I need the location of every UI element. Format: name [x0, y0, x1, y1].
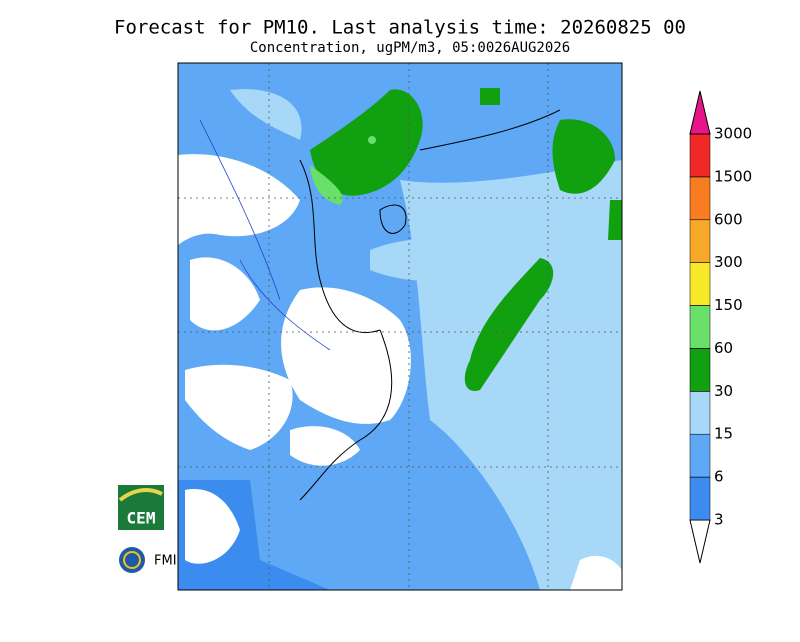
- colorbar-label: 6: [714, 468, 724, 486]
- cem-logo: CEM: [118, 485, 164, 530]
- green-area: [310, 89, 423, 196]
- light-green-area: [310, 165, 343, 205]
- green-area: [464, 258, 554, 391]
- colorbar-segment: [689, 219, 711, 263]
- light-green-area: [368, 136, 376, 144]
- colorbar-under: [689, 519, 711, 564]
- colorbar-label: 600: [714, 210, 743, 228]
- colorbar-label: 30: [714, 382, 733, 400]
- colorbar-segment: [689, 348, 711, 392]
- colorbar-segment: [689, 391, 711, 435]
- green-area: [552, 119, 615, 194]
- colorbar-label: 3: [714, 511, 724, 529]
- green-area: [608, 200, 622, 240]
- green-area: [480, 88, 500, 105]
- coastline: [299, 159, 393, 501]
- graticule: [178, 63, 622, 590]
- light-area: [230, 89, 302, 140]
- colorbar: 3 6 15 30 60 150 300 600 1500 3000: [689, 90, 752, 564]
- colorbar-segment: [689, 133, 711, 178]
- colorbar-label: 60: [714, 339, 733, 357]
- logo-text: CEM: [127, 509, 156, 528]
- colorbar-label: 1500: [714, 167, 752, 185]
- land-white: [190, 257, 260, 331]
- light-area: [370, 239, 520, 281]
- map-frame: [177, 62, 623, 591]
- land-white: [185, 489, 240, 564]
- colorbar-segment: [689, 176, 711, 221]
- colorbar-label: 150: [714, 296, 743, 314]
- coastline: [379, 109, 561, 234]
- logo-text: FMI: [154, 554, 177, 569]
- land-white: [290, 426, 360, 466]
- land-white: [185, 364, 293, 450]
- colorbar-segment: [689, 262, 711, 306]
- subtitle: Concentration, ugPM/m3, 05:0026AUG2026: [250, 40, 570, 56]
- land-white: [570, 555, 622, 590]
- land-white: [281, 287, 411, 424]
- colorbar-segment: [689, 433, 711, 478]
- colorbar-segment: [689, 476, 711, 521]
- map: [178, 63, 622, 590]
- colorbar-over: [689, 90, 711, 135]
- title: Forecast for PM10. Last analysis time: 2…: [114, 17, 686, 39]
- fmi-logo: FMI: [119, 547, 177, 573]
- river: [199, 119, 331, 351]
- colorbar-label: 15: [714, 425, 733, 443]
- colorbar-label: 3000: [714, 125, 752, 143]
- colorbar-segment: [689, 305, 711, 349]
- colorbar-label: 300: [714, 253, 743, 271]
